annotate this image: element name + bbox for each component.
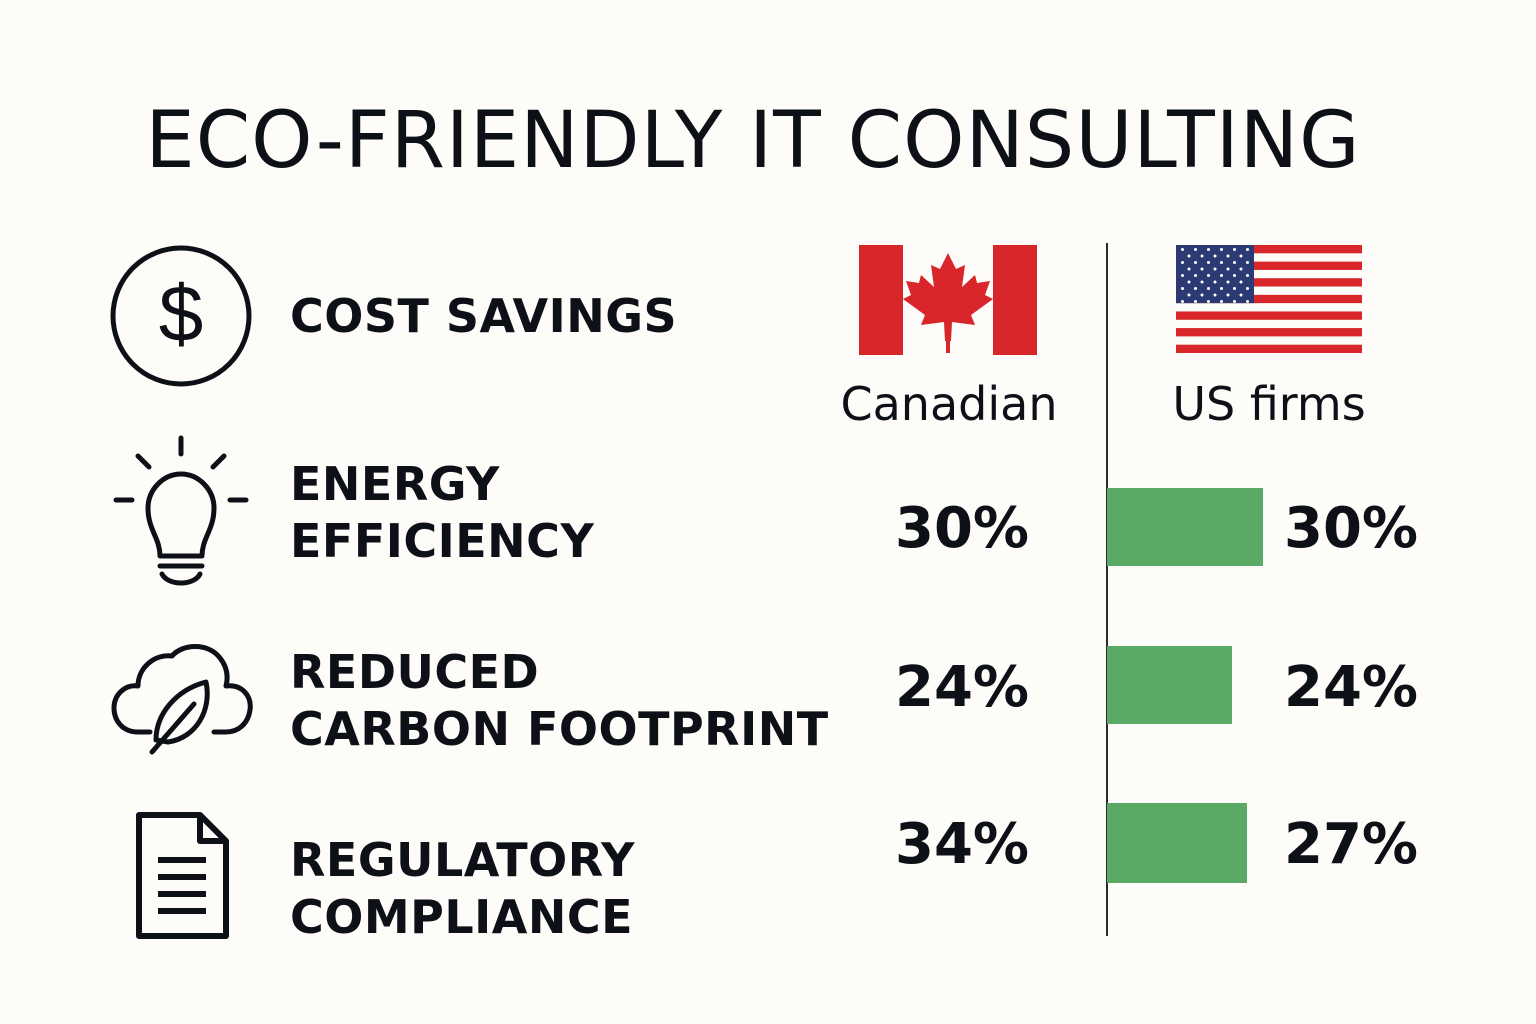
label-line: CARBON FOOTPRINT — [290, 702, 829, 756]
canadian-value-regulatory-compliance: 34% — [895, 812, 1030, 877]
us-value-regulatory-compliance: 27% — [1284, 812, 1419, 877]
row-label-energy-efficiency: ENERGY EFFICIENCY — [290, 456, 594, 570]
us-bar-energy-efficiency — [1107, 488, 1263, 566]
us-bar-reduced-carbon-footprint — [1107, 646, 1232, 724]
svg-text:$: $ — [159, 269, 204, 358]
label-line: ENERGY — [290, 457, 500, 511]
lightbulb-icon — [113, 435, 249, 586]
canada-flag-icon — [859, 245, 1037, 355]
canadian-value-energy-efficiency: 30% — [895, 496, 1030, 561]
cloud-leaf-icon — [111, 644, 253, 755]
label-line: REDUCED — [290, 645, 540, 699]
column-divider — [1106, 243, 1108, 936]
us-flag-icon — [1176, 245, 1362, 353]
us-value-reduced-carbon-footprint: 24% — [1284, 655, 1419, 720]
column-header-canadian: Canadian — [840, 377, 1058, 431]
canadian-value-reduced-carbon-footprint: 24% — [895, 655, 1030, 720]
row-label-regulatory-compliance: REGULATORY COMPLIANCE — [290, 832, 635, 946]
document-icon — [136, 812, 229, 939]
page-title: ECO-FRIENDLY IT CONSULTING — [145, 96, 1361, 186]
row-label-reduced-carbon-footprint: REDUCED CARBON FOOTPRINT — [290, 644, 829, 758]
dollar-circle-icon: $ — [110, 245, 252, 387]
row-label-cost-savings: COST SAVINGS — [290, 288, 677, 345]
label-line: COST SAVINGS — [290, 289, 678, 343]
us-value-energy-efficiency: 30% — [1284, 496, 1419, 561]
us-bar-regulatory-compliance — [1107, 803, 1248, 883]
label-line: COMPLIANCE — [290, 890, 634, 944]
column-header-us-firms: US firms — [1172, 377, 1366, 431]
label-line: REGULATORY — [290, 833, 635, 887]
label-line: EFFICIENCY — [290, 514, 595, 568]
